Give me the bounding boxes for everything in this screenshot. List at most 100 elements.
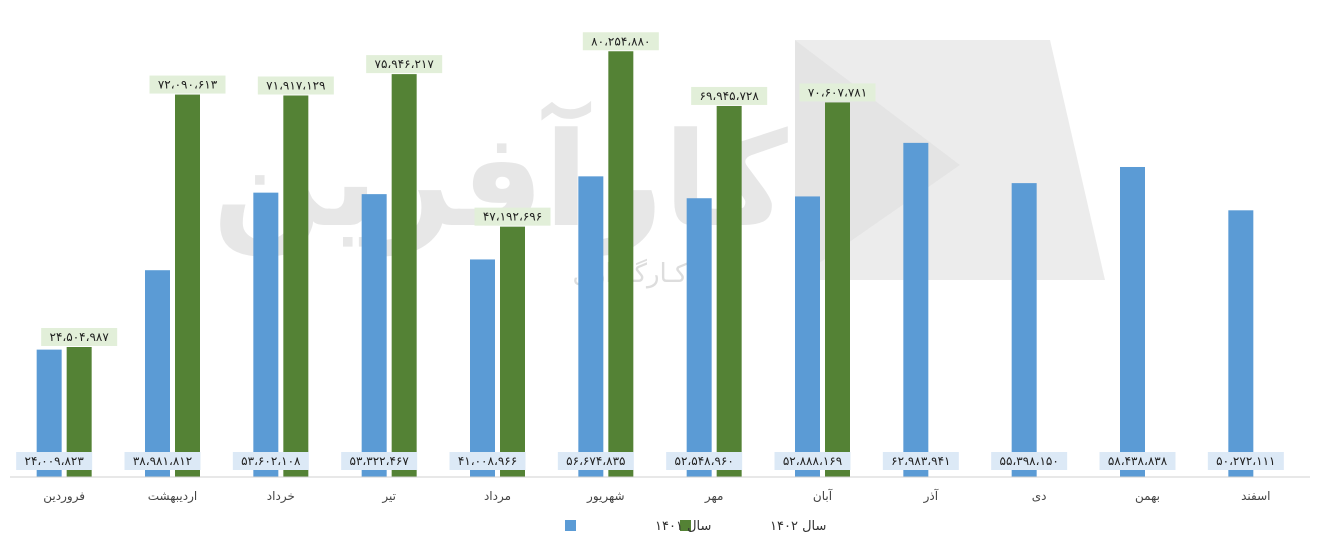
label-1401-6-text: ۵۶،۶۷۴،۸۳۵ <box>566 454 625 468</box>
label-1402-1-bg <box>41 328 118 347</box>
x-tick-label-2: اردیبهشت <box>148 489 197 504</box>
label-1401-1-text: ۲۴،۰۰۹،۸۲۳ <box>25 454 85 468</box>
bar-1401-9 <box>903 142 929 477</box>
label-1401-6-bg <box>557 452 634 470</box>
label-1401-3-text: ۵۳،۶۰۲،۱۰۸ <box>241 454 301 468</box>
legend-label-1402: سال ۱۴۰۲ <box>770 519 826 534</box>
bar-1401-10 <box>1011 183 1037 477</box>
x-tick-label-3: خرداد <box>267 489 295 504</box>
label-1401-11-bg <box>1099 452 1176 470</box>
label-1401-9: ۶۲،۹۸۳،۹۴۱ <box>882 452 959 470</box>
label-1401-3-bg <box>232 452 309 470</box>
x-tick-label-8: آبان <box>813 488 833 503</box>
x-tick-label-5: مرداد <box>484 489 511 504</box>
label-1401-10-bg <box>991 452 1068 470</box>
bar-1401-3 <box>253 192 279 478</box>
label-1402-3-text: ۷۱،۹۱۷،۱۲۹ <box>266 78 325 92</box>
x-tick-label-1: فروردین <box>43 489 85 504</box>
label-1401-5-bg <box>449 452 526 470</box>
label-1401-5: ۴۱،۰۰۸،۹۶۶ <box>449 452 526 470</box>
label-1401-7-text: ۵۲،۵۴۸،۹۶۰ <box>675 454 734 468</box>
bar-1401-2 <box>145 270 170 477</box>
label-1401-9-bg <box>882 452 959 470</box>
data-labels: ۲۴،۰۰۹،۸۲۳ ۲۴،۵۰۴،۹۸۷ ۳۸،۹۸۱،۸۱۲ ۷۲،۰۹۰،۶۱۳… <box>16 32 1284 470</box>
legend: سال ۱۴۰۲ سال ۱۴۰۱ <box>565 519 826 534</box>
bar-1402-4 <box>391 74 417 478</box>
label-1401-8-bg <box>774 452 851 470</box>
x-tick-label-9: آذر <box>923 488 939 504</box>
label-1401-2-text: ۳۸،۹۸۱،۸۱۲ <box>133 454 192 468</box>
legend-swatch-1402 <box>680 520 691 531</box>
x-tick-label-6: شهریور <box>586 489 625 504</box>
label-1402-3: ۷۱،۹۱۷،۱۲۹ <box>257 76 334 95</box>
label-1401-12: ۵۰،۲۷۲،۱۱۱ <box>1207 452 1284 470</box>
label-1401-5-text: ۴۱،۰۰۸،۹۶۶ <box>458 454 517 468</box>
label-1402-4-text: ۷۵،۹۴۶،۲۱۷ <box>375 57 435 71</box>
bar-1401-6 <box>578 176 604 477</box>
label-1401-9-text: ۶۲،۹۸۳،۹۴۱ <box>891 454 950 468</box>
bar-1402-3 <box>283 95 309 477</box>
label-1402-7-text: ۶۹،۹۴۵،۷۲۸ <box>700 89 760 103</box>
label-1402-5-bg <box>474 207 551 226</box>
label-1401-8-text: ۵۲،۸۸۸،۱۶۹ <box>783 454 842 468</box>
bar-1401-7 <box>686 198 712 477</box>
label-1401-11: ۵۸،۴۳۸،۸۳۸ <box>1099 452 1176 470</box>
label-1401-10-text: ۵۵،۳۹۸،۱۵۰ <box>1000 454 1059 468</box>
bar-1401-12 <box>1228 210 1254 478</box>
legend-swatch-1401 <box>565 520 576 531</box>
label-1401-12-bg <box>1207 452 1284 470</box>
label-1402-4: ۷۵،۹۴۶،۲۱۷ <box>366 55 443 74</box>
label-1402-3-bg <box>257 76 334 95</box>
label-1402-5-text: ۴۷،۱۹۲،۶۹۶ <box>483 210 542 224</box>
label-1401-4: ۵۳،۳۲۲،۴۶۷ <box>341 452 418 470</box>
legend-item-1401: سال ۱۴۰۱ <box>565 519 711 534</box>
label-1401-10: ۵۵،۳۹۸،۱۵۰ <box>991 452 1068 470</box>
bar-1401-5 <box>470 259 495 477</box>
label-1401-6: ۵۶،۶۷۴،۸۳۵ <box>557 452 634 470</box>
label-1401-1-bg <box>16 452 93 470</box>
label-1402-4-bg <box>366 55 443 74</box>
bar-1402-7 <box>716 105 742 477</box>
bar-1402-5 <box>500 226 525 477</box>
label-1402-1: ۲۴،۵۰۴،۹۸۷ <box>41 328 118 347</box>
bar-1401-8 <box>795 196 820 478</box>
label-1401-8: ۵۲،۸۸۸،۱۶۹ <box>774 452 851 470</box>
bar-1402-2 <box>175 94 200 478</box>
watermark: کارآفرین کـارگـزاری <box>212 40 1105 289</box>
label-1402-2-text: ۷۲،۰۹۰،۶۱۳ <box>158 78 218 92</box>
x-tick-label-7: مهر <box>704 489 724 504</box>
label-1402-8-bg <box>799 83 876 102</box>
bar-1401-11 <box>1120 166 1145 478</box>
label-1402-7-bg <box>691 86 768 105</box>
label-1401-3: ۵۳،۶۰۲،۱۰۸ <box>232 452 309 470</box>
x-tick-label-12: اسفند <box>1241 489 1270 503</box>
bar-1402-6 <box>608 51 634 477</box>
legend-label-1401: سال ۱۴۰۱ <box>655 519 711 534</box>
label-1402-1-text: ۲۴،۵۰۴،۹۸۷ <box>50 330 110 344</box>
label-1401-2: ۳۸،۹۸۱،۸۱۲ <box>124 452 201 470</box>
label-1402-6-text: ۸۰،۲۵۴،۸۸۰ <box>591 34 650 48</box>
x-axis: فروردین اردیبهشت خرداد تیر مرداد شهریور مهر آبا… <box>10 476 1310 504</box>
x-tick-label-10: دی <box>1032 489 1047 503</box>
label-1402-6: ۸۰،۲۵۴،۸۸۰ <box>582 32 659 51</box>
label-1402-6-bg <box>582 32 659 51</box>
bar-1401-4 <box>361 194 387 478</box>
x-tick-label-4: تیر <box>381 489 396 504</box>
label-1402-8-text: ۷۰،۶۰۷،۷۸۱ <box>808 85 867 99</box>
label-1402-5: ۴۷،۱۹۲،۶۹۶ <box>474 207 551 226</box>
label-1401-4-text: ۵۳،۳۲۲،۴۶۷ <box>350 454 410 468</box>
label-1402-2: ۷۲،۰۹۰،۶۱۳ <box>149 75 226 94</box>
x-tick-label-11: بهمن <box>1135 489 1160 504</box>
label-1401-11-text: ۵۸،۴۳۸،۸۳۸ <box>1108 454 1168 468</box>
legend-item-1402: سال ۱۴۰۲ <box>680 519 826 534</box>
label-1402-7: ۶۹،۹۴۵،۷۲۸ <box>691 86 768 105</box>
label-1401-2-bg <box>124 452 201 470</box>
label-1401-7: ۵۲،۵۴۸،۹۶۰ <box>666 452 743 470</box>
label-1402-2-bg <box>149 75 226 94</box>
label-1402-8: ۷۰،۶۰۷،۷۸۱ <box>799 83 876 102</box>
label-1401-12-text: ۵۰،۲۷۲،۱۱۱ <box>1216 454 1275 468</box>
label-1401-1: ۲۴،۰۰۹،۸۲۳ <box>16 452 93 470</box>
label-1401-7-bg <box>666 452 743 470</box>
label-1401-4-bg <box>341 452 418 470</box>
